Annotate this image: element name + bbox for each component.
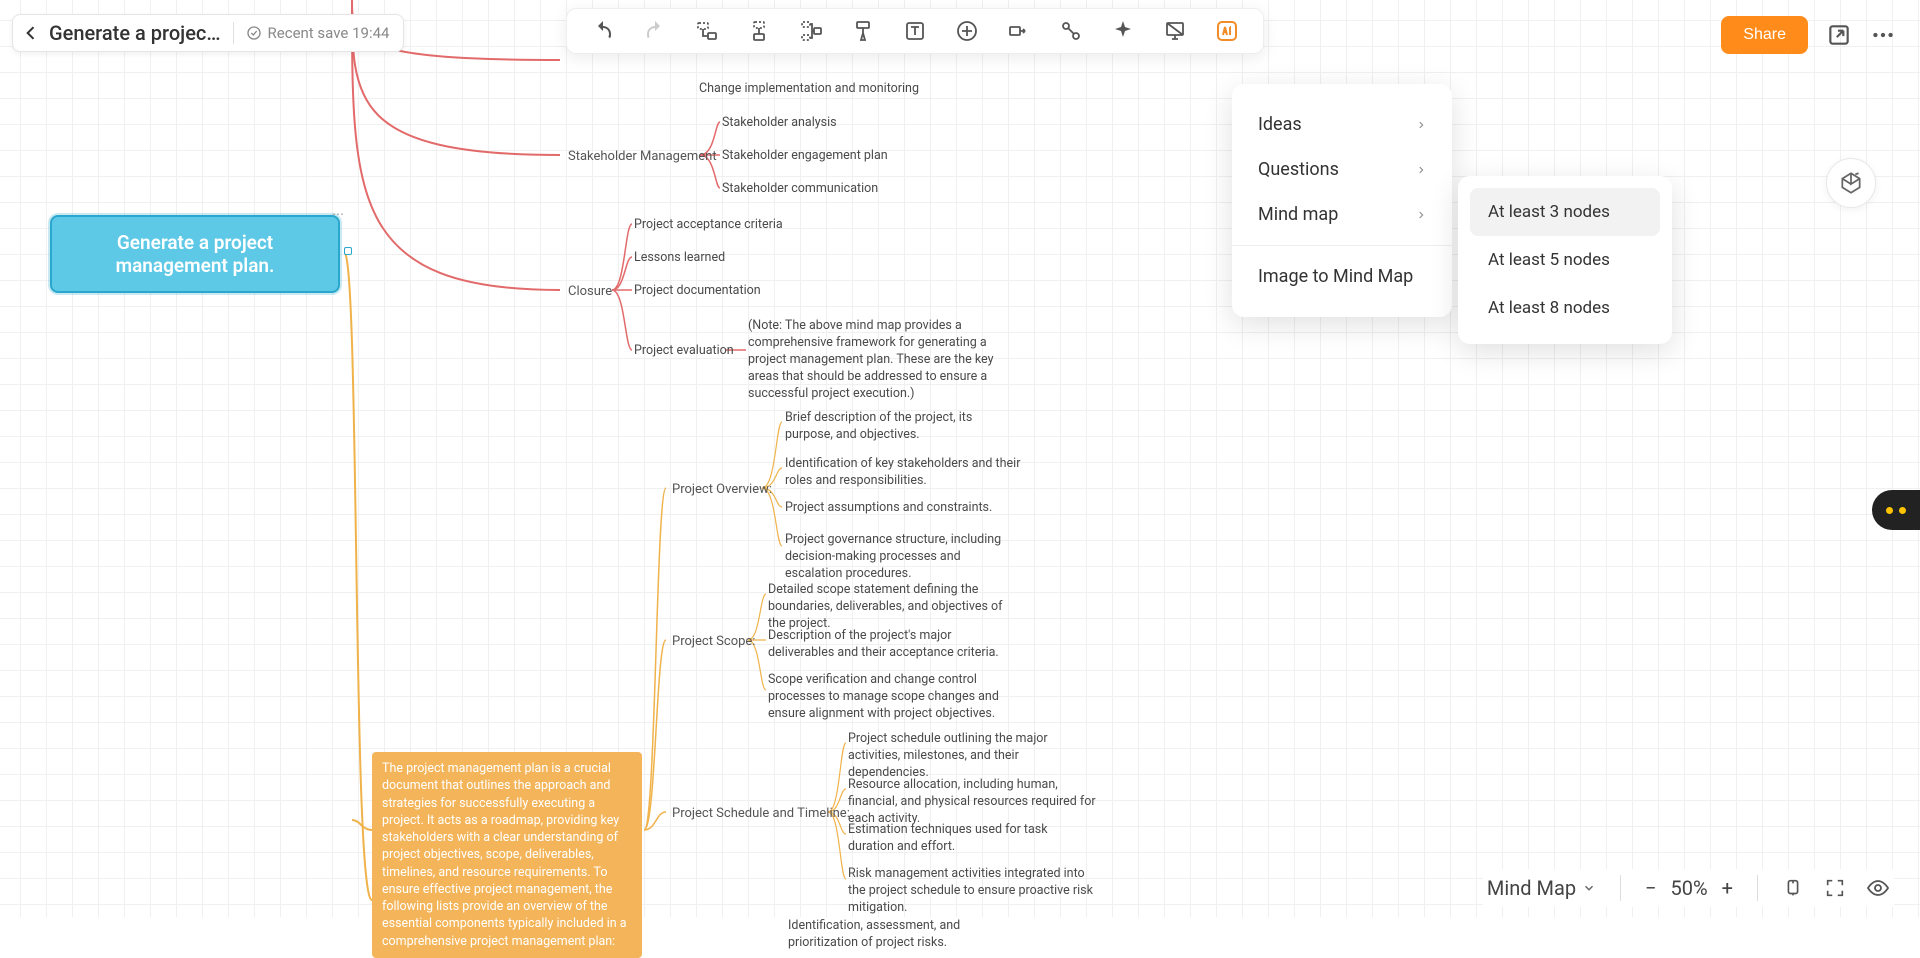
ai-submenu-3nodes[interactable]: At least 3 nodes — [1470, 188, 1660, 236]
main-toolbar — [566, 8, 1264, 54]
mm-node[interactable]: Stakeholder Management — [568, 148, 717, 166]
mm-node[interactable]: Project evaluation — [634, 343, 734, 360]
add-sibling-icon[interactable] — [797, 17, 825, 45]
zoom-in-button[interactable]: + — [1722, 876, 1733, 900]
mm-node[interactable]: Detailed scope statement defining the bo… — [768, 582, 1016, 633]
root-node[interactable]: Generate a project management plan. — [50, 215, 340, 293]
root-menu-dots[interactable]: ⋯ — [332, 207, 344, 221]
separator — [1757, 875, 1758, 901]
separator — [233, 22, 234, 44]
spark-icon[interactable] — [1109, 17, 1137, 45]
share-button[interactable]: Share — [1721, 16, 1808, 54]
mm-node[interactable]: Lessons learned — [634, 250, 725, 267]
mm-node[interactable]: Stakeholder engagement plan — [722, 148, 888, 165]
more-icon[interactable] — [1870, 22, 1896, 48]
undo-icon[interactable] — [589, 17, 617, 45]
assistant-bubble[interactable] — [1872, 490, 1920, 530]
separator — [1620, 875, 1621, 901]
mm-node[interactable]: Change implementation and monitoring — [699, 81, 919, 98]
save-status: Recent save 19:44 — [246, 24, 390, 42]
view-mode-selector[interactable]: Mind Map — [1487, 876, 1596, 900]
fit-icon[interactable] — [1782, 876, 1806, 900]
document-title-bar: Generate a projec… Recent save 19:44 — [12, 14, 404, 52]
open-external-icon[interactable] — [1826, 22, 1852, 48]
fullscreen-icon[interactable] — [1824, 876, 1848, 900]
chevron-down-icon — [1582, 881, 1596, 895]
ai-submenu: At least 3 nodes At least 5 nodes At lea… — [1458, 176, 1672, 344]
chevron-right-icon — [1416, 118, 1426, 132]
mm-node[interactable]: Estimation techniques used for task dura… — [848, 822, 1088, 856]
redo-icon[interactable] — [641, 17, 669, 45]
ai-menu-questions[interactable]: Questions — [1232, 147, 1452, 192]
mm-node[interactable]: Identification, assessment, and prioriti… — [788, 918, 1018, 952]
bottom-controls: Mind Map − 50% + — [1483, 869, 1894, 907]
mm-node[interactable]: (Note: The above mind map provides a com… — [748, 318, 998, 402]
ai-menu-image-to-mindmap[interactable]: Image to Mind Map — [1232, 254, 1452, 299]
preview-icon[interactable] — [1866, 876, 1890, 900]
mm-node[interactable]: Project assumptions and constraints. — [785, 500, 1035, 517]
chevron-right-icon — [1416, 163, 1426, 177]
ai-menu-item-label: Image to Mind Map — [1258, 266, 1413, 287]
top-right-controls: Share — [1721, 16, 1896, 54]
save-status-label: Recent save — [268, 24, 349, 42]
mm-node[interactable]: Project schedule outlining the major act… — [848, 731, 1078, 782]
mm-node[interactable]: Project acceptance criteria — [634, 217, 783, 234]
mm-node[interactable]: Project Overview: — [672, 481, 772, 499]
mm-node[interactable]: Resource allocation, including human, fi… — [848, 777, 1098, 828]
outline-toggle-icon[interactable] — [1826, 158, 1876, 208]
text-icon[interactable] — [901, 17, 929, 45]
ai-menu-item-label: Ideas — [1258, 114, 1302, 135]
ai-menu-ideas[interactable]: Ideas — [1232, 102, 1452, 147]
mm-node[interactable]: Brief description of the project, its pu… — [785, 410, 1020, 444]
mm-node[interactable]: Project documentation — [634, 283, 761, 300]
zoom-out-button[interactable]: − — [1645, 876, 1656, 900]
zoom-level[interactable]: 50% — [1671, 876, 1708, 900]
insert-icon[interactable] — [1005, 17, 1033, 45]
mm-node[interactable]: Project governance structure, including … — [785, 532, 1020, 583]
present-icon[interactable] — [1161, 17, 1189, 45]
add-icon[interactable] — [953, 17, 981, 45]
add-child-icon[interactable] — [745, 17, 773, 45]
mm-node[interactable]: Description of the project's major deliv… — [768, 628, 1016, 662]
view-mode-label: Mind Map — [1487, 876, 1576, 900]
document-title[interactable]: Generate a projec… — [49, 21, 221, 45]
ai-submenu-5nodes[interactable]: At least 5 nodes — [1470, 236, 1660, 284]
ai-icon[interactable] — [1213, 17, 1241, 45]
mm-node[interactable]: Stakeholder analysis — [722, 115, 837, 132]
back-icon[interactable] — [21, 23, 41, 43]
ai-menu-item-label: Mind map — [1258, 204, 1338, 225]
mm-node[interactable]: Project Schedule and Timeline: — [672, 805, 850, 823]
mm-node[interactable]: Risk management activities integrated in… — [848, 866, 1103, 917]
save-status-time: 19:44 — [352, 24, 389, 42]
add-subtopic-icon[interactable] — [693, 17, 721, 45]
mm-node[interactable]: Project Scope: — [672, 633, 755, 651]
mm-node[interactable]: Scope verification and change control pr… — [768, 672, 1016, 723]
relation-icon[interactable] — [1057, 17, 1085, 45]
root-handle[interactable] — [344, 247, 352, 255]
menu-divider — [1232, 245, 1452, 246]
zoom-controls: − 50% + — [1645, 876, 1733, 900]
mm-node[interactable]: Identification of key stakeholders and t… — [785, 456, 1040, 490]
mm-node[interactable]: Stakeholder communication — [722, 181, 878, 198]
format-painter-icon[interactable] — [849, 17, 877, 45]
ai-menu: Ideas Questions Mind map Image to Mind M… — [1232, 84, 1452, 317]
ai-submenu-8nodes[interactable]: At least 8 nodes — [1470, 284, 1660, 332]
description-node[interactable]: The project management plan is a crucial… — [372, 752, 642, 958]
chevron-right-icon — [1416, 208, 1426, 222]
mm-node[interactable]: Closure — [568, 283, 612, 301]
ai-menu-item-label: Questions — [1258, 159, 1339, 180]
ai-menu-mindmap[interactable]: Mind map — [1232, 192, 1452, 237]
